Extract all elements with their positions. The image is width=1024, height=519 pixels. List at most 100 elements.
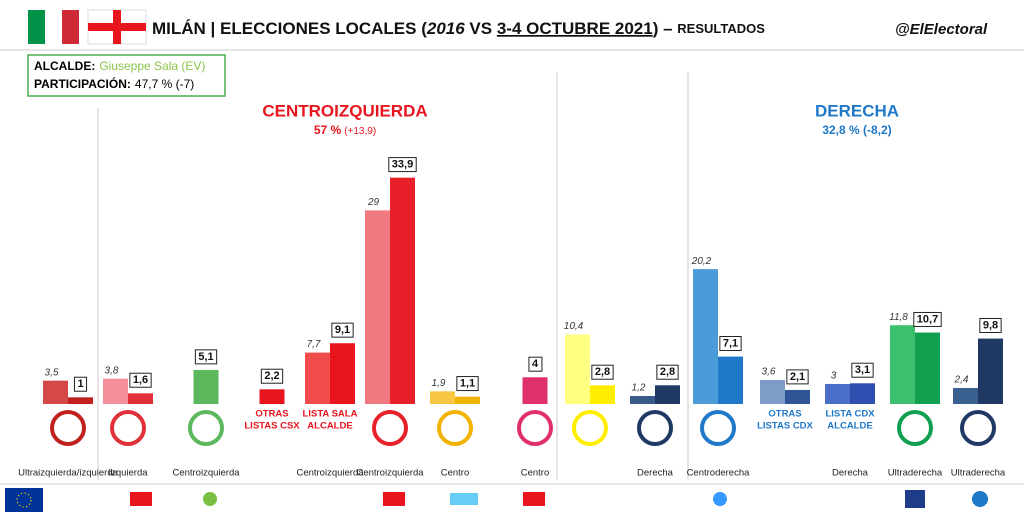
value-label: 20,2: [691, 256, 712, 267]
value-label: 33,9: [392, 159, 413, 171]
value-label-box: [913, 311, 942, 327]
title-part: RESULTADOS: [677, 21, 765, 36]
bar: [850, 383, 875, 404]
value-label-box: [331, 322, 354, 338]
value-label: 11,8: [889, 312, 908, 323]
info-line: PARTICIPACIÓN: 47,7 % (-7): [34, 76, 194, 91]
bar: [259, 389, 285, 404]
bar: [953, 387, 978, 404]
category-label: Centroderecha: [687, 468, 751, 479]
bloc-result: 32,8 % (-8,2): [822, 123, 891, 137]
title-part: VS: [465, 19, 497, 38]
value-label: 7,1: [723, 338, 738, 350]
bar: [630, 395, 655, 404]
party-logo: [50, 410, 86, 446]
category-label: Ultraderecha: [888, 468, 943, 479]
category-label: Izquierda: [108, 468, 148, 479]
party-logo: [110, 410, 146, 446]
category-label: Derecha: [832, 468, 869, 479]
bar: [522, 377, 548, 404]
value-label-box: [656, 364, 679, 380]
bar: [565, 334, 590, 404]
value-label: 2,8: [660, 366, 675, 378]
party-logo: [517, 410, 553, 446]
category-label: Centroizquierda: [296, 468, 364, 479]
bar: [978, 338, 1003, 404]
info-box: [27, 54, 226, 97]
value-label-box: [260, 368, 284, 384]
value-label-box: [786, 369, 809, 385]
party-logo: [700, 410, 736, 446]
value-label: 1,1: [460, 378, 475, 390]
value-label: 1: [77, 378, 83, 390]
bar: [193, 369, 219, 404]
bloc-name: DERECHA: [815, 101, 899, 120]
party-logo: [372, 410, 408, 446]
bar: [718, 356, 743, 404]
value-label: 1,2: [632, 383, 646, 394]
value-label-box: [851, 362, 874, 378]
category-label: Centroizquierda: [172, 468, 240, 479]
value-label: 3,8: [105, 365, 119, 376]
value-label-box: [129, 372, 152, 388]
bar: [103, 378, 128, 404]
party-label: ALCALDE: [307, 421, 352, 432]
value-label: 2,8: [595, 366, 610, 378]
change: (+13,9): [344, 126, 376, 137]
category-label: Ultraizquierda/izquierda: [18, 468, 119, 479]
value-label: 10,4: [564, 321, 584, 332]
bar: [785, 389, 810, 404]
title-part: 2016: [426, 19, 465, 38]
value-label-box: [388, 157, 417, 173]
value-label: 29: [367, 197, 380, 208]
party-label: LISTAS CSX: [244, 421, 300, 432]
party-logo: [897, 410, 933, 446]
value-label: 10,7: [917, 313, 938, 325]
italy-flag: [28, 10, 79, 44]
party-label: LISTA CDX: [825, 409, 875, 420]
party-logo: [188, 410, 224, 446]
value-label: 2,4: [954, 375, 969, 386]
value-label: 3,6: [762, 367, 776, 378]
value: Giuseppe Sala (EV): [99, 59, 205, 73]
value: 47,7 % (-7): [135, 77, 194, 91]
party-logo: [572, 410, 608, 446]
value-label-box: [528, 356, 543, 372]
value-label-box: [194, 349, 218, 365]
label: PARTICIPACIÓN:: [34, 76, 131, 91]
value-label: 9,1: [335, 324, 350, 336]
milan-flag: [87, 9, 147, 45]
info-line: ALCALDE: Giuseppe Sala (EV): [34, 59, 205, 73]
title: MILÁN | ELECCIONES LOCALES (2016 VS 3-4 …: [152, 19, 765, 38]
category-label: Centro: [521, 468, 550, 479]
value-label: 1,6: [133, 374, 148, 386]
party-logo: [637, 410, 673, 446]
bar: [655, 385, 680, 404]
value-label: 3: [831, 371, 837, 382]
title-part: MILÁN | ELECCIONES LOCALES (: [152, 19, 427, 38]
bar: [890, 325, 915, 404]
title-part: 3-4 OCTUBRE 2021: [497, 19, 653, 38]
bar: [43, 380, 68, 404]
bloc-name: CENTROIZQUIERDA: [262, 101, 427, 120]
category-label: Centro: [441, 468, 470, 479]
bar: [693, 269, 718, 404]
bar: [455, 396, 480, 404]
party-label: OTRAS: [768, 409, 801, 420]
value-label: 5,1: [198, 351, 213, 363]
bar: [305, 352, 330, 404]
value-label: 2,1: [790, 371, 805, 383]
value-label-box: [73, 376, 88, 392]
value-label: 3,5: [45, 367, 59, 378]
category-label: Centroizquierda: [356, 468, 424, 479]
value-label-box: [979, 317, 1002, 333]
value-label-box: [719, 336, 742, 352]
bar: [390, 177, 415, 404]
party-label: LISTA SALA: [303, 409, 358, 420]
bar: [330, 343, 355, 404]
party-label: LISTAS CDX: [757, 421, 813, 432]
bloc-result: 57 % (+13,9): [314, 123, 376, 137]
category-label: Derecha: [637, 468, 674, 479]
party-label: ALCALDE: [827, 421, 872, 432]
